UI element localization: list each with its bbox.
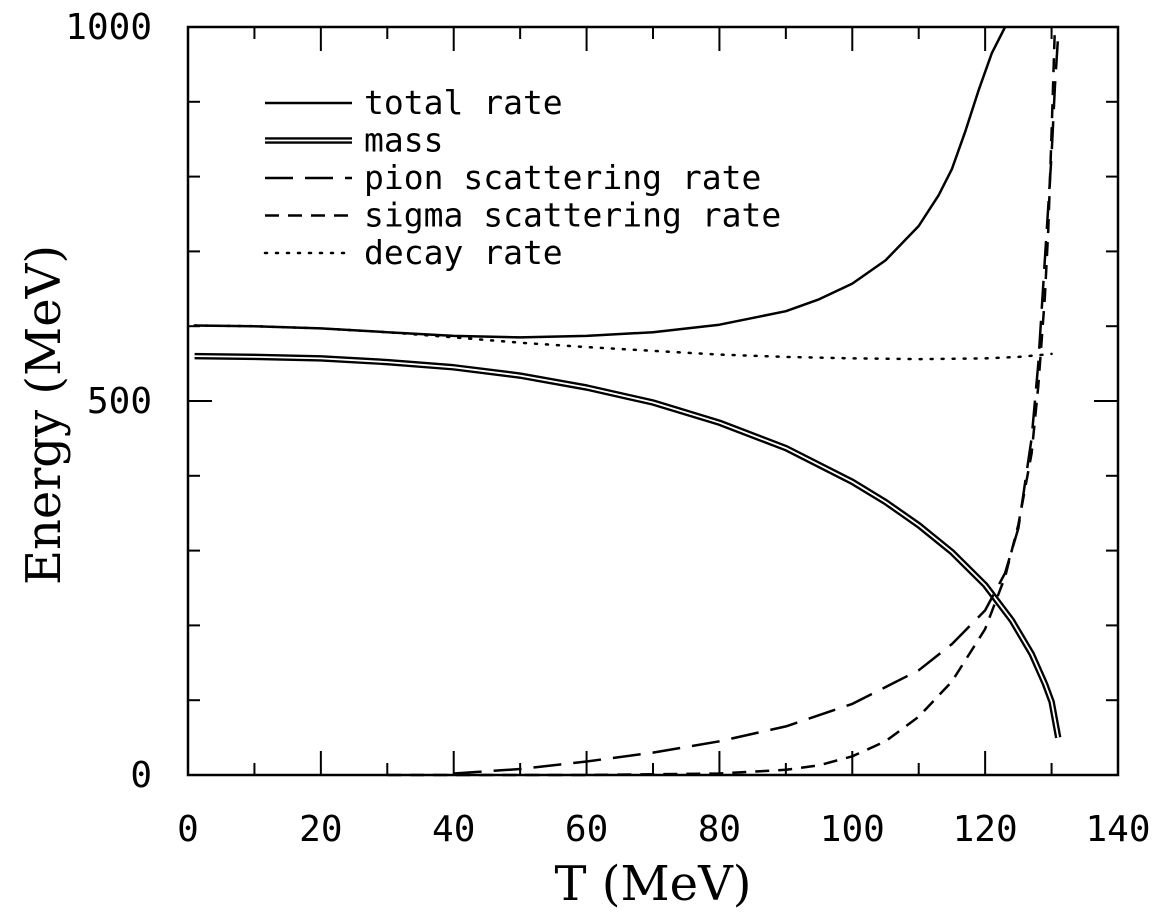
series-mass: [194, 352, 1062, 739]
legend-pion-scattering-rate-label: pion scattering rate: [364, 158, 761, 197]
axis-ticks: [187, 26, 1119, 776]
y-tick-label: 500: [87, 381, 152, 422]
legend-mass-label: mass: [364, 121, 443, 160]
series-total-rate: [194, 26, 1007, 339]
x-tick-label: 60: [565, 809, 608, 850]
y-tick-label: 1000: [65, 7, 152, 48]
legend-decay-rate-label: decay rate: [364, 233, 563, 272]
x-tick-label: 40: [432, 809, 475, 850]
series-pion-scattering-rate: [453, 34, 1060, 775]
x-axis-title: T (MeV): [555, 856, 752, 912]
series-mass-inner: [194, 355, 1060, 738]
y-tick-label: 0: [130, 755, 152, 796]
x-tick-label: 100: [820, 809, 885, 850]
series-layer: [193, 26, 1062, 777]
series-decay-rate: [193, 324, 1053, 361]
series-sigma-scattering-rate: [387, 26, 1057, 777]
x-tick-label: 80: [698, 809, 741, 850]
legend-sigma-scattering-rate-label: sigma scattering rate: [364, 196, 781, 235]
y-axis-title: Energy (MeV): [16, 245, 72, 585]
x-tick-label: 0: [177, 809, 199, 850]
x-tick-label: 20: [299, 809, 342, 850]
tick-labels: 0 20 40 60 80 100 120 140 0 500 1000: [65, 7, 1150, 850]
legend-total-rate-label: total rate: [364, 83, 563, 122]
x-tick-label: 120: [953, 809, 1018, 850]
x-tick-label: 140: [1085, 809, 1150, 850]
